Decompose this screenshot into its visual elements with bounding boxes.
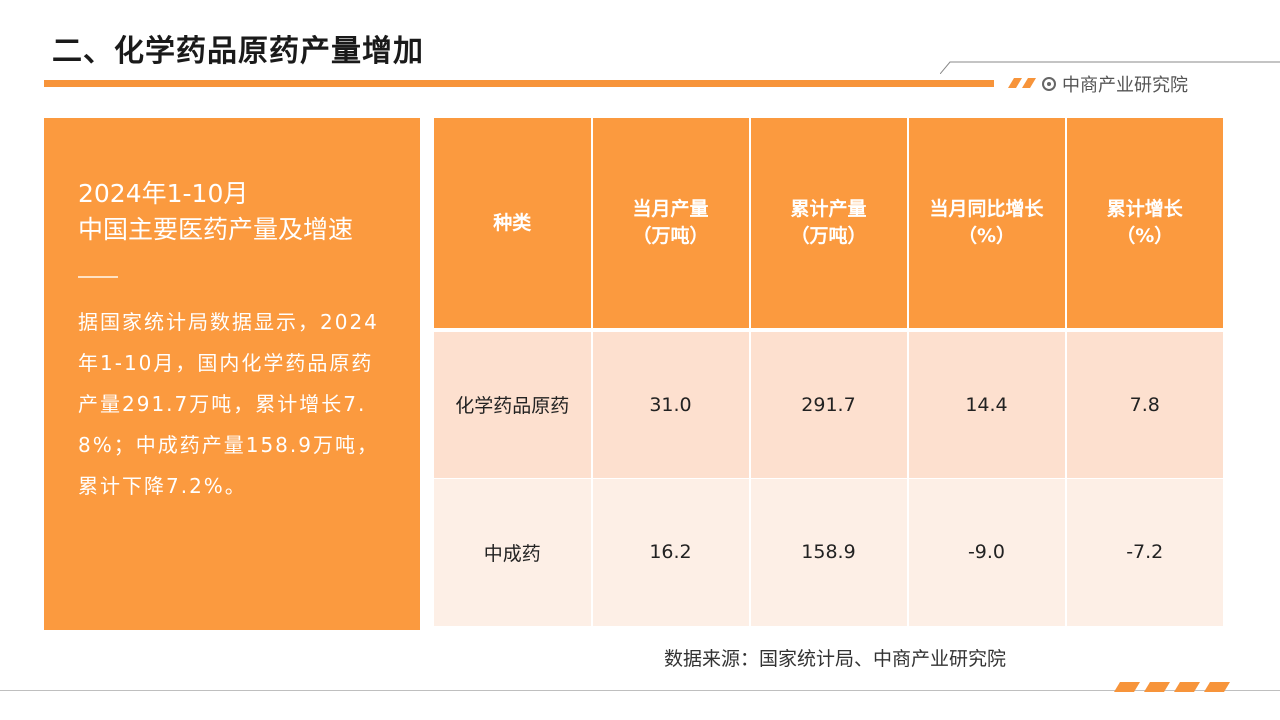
target-circle-icon <box>1042 77 1056 91</box>
cell-monthly: 31.0 <box>591 330 751 479</box>
summary-panel: 2024年1-10月 中国主要医药产量及增速 据国家统计局数据显示，2024年1… <box>44 118 420 630</box>
row-category: 中成药 <box>434 478 593 626</box>
cell-yoy: -9.0 <box>907 478 1067 626</box>
row-category: 化学药品原药 <box>434 330 593 479</box>
production-table: 种类 当月产量 （万吨） 累计产量 （万吨） 当月同比增长 （%） 累计增长 （… <box>434 118 1223 629</box>
page-title: 二、化学药品原药产量增加 <box>52 34 424 69</box>
table-row: 中成药 16.2 158.9 -9.0 -7.2 <box>434 478 1223 626</box>
header-category: 种类 <box>434 118 593 332</box>
cell-cumulative: 291.7 <box>749 330 909 479</box>
header-cumulative-output: 累计产量 （万吨） <box>749 118 909 332</box>
header-deco-line <box>940 61 1280 74</box>
brand-logo: 中商产业研究院 <box>1042 70 1188 98</box>
cell-cum-growth: -7.2 <box>1065 478 1223 626</box>
header-monthly-yoy: 当月同比增长 （%） <box>907 118 1067 332</box>
table-row: 化学药品原药 31.0 291.7 14.4 7.8 <box>434 330 1223 479</box>
panel-subheading: 中国主要医药产量及增速 <box>78 215 354 244</box>
footer-rule <box>0 690 1280 691</box>
table-header-row: 种类 当月产量 （万吨） 累计产量 （万吨） 当月同比增长 （%） 累计增长 （… <box>434 118 1223 332</box>
footer-slash-decoration-icon <box>1114 682 1230 692</box>
cell-monthly: 16.2 <box>591 478 751 626</box>
brand-name: 中商产业研究院 <box>1062 75 1188 96</box>
cell-yoy: 14.4 <box>907 330 1067 479</box>
panel-divider <box>78 276 118 278</box>
slash-decoration-icon <box>1008 78 1036 88</box>
panel-heading: 2024年1-10月 <box>78 179 249 208</box>
header-cumulative-growth: 累计增长 （%） <box>1065 118 1223 332</box>
header-monthly-output: 当月产量 （万吨） <box>591 118 751 332</box>
title-underline <box>44 80 994 87</box>
data-source-note: 数据来源：国家统计局、中商产业研究院 <box>664 648 1007 670</box>
panel-body-text: 据国家统计局数据显示，2024年1-10月，国内化学药品原药产量291.7万吨，… <box>78 310 379 498</box>
cell-cum-growth: 7.8 <box>1065 330 1223 479</box>
cell-cumulative: 158.9 <box>749 478 909 626</box>
